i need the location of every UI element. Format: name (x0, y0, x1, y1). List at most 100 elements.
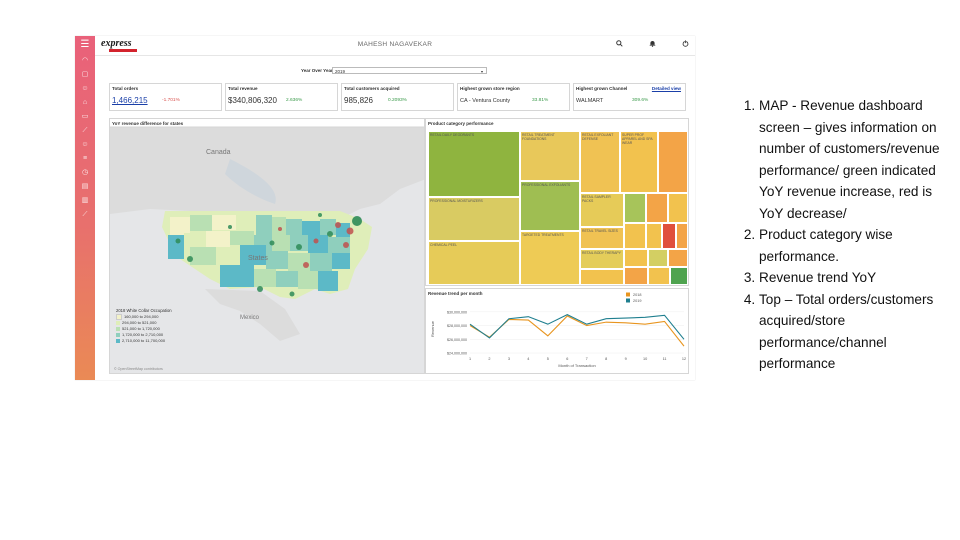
y-tick-label: $26,000,000 (447, 338, 467, 342)
treemap-cell[interactable] (668, 249, 688, 267)
search-icon[interactable] (616, 40, 623, 49)
treemap-cell[interactable]: TARGETED TREATMENTS (520, 231, 580, 285)
revenue-trend-chart[interactable]: $30,000,000 $28,000,000 $26,000,000 $24,000… (426, 289, 689, 374)
total-revenue-delta: 2.636% (286, 98, 303, 103)
note-item: Top – Total orders/customers acquired/st… (759, 289, 949, 375)
bell-icon[interactable] (649, 40, 656, 49)
kpi-total-orders: Total orders 1,466,215 -1.701% (109, 83, 222, 111)
treemap-cell[interactable]: PROFESSIONAL EXFOLIANTS (520, 181, 580, 231)
trend-title: Revenue trend per month (428, 291, 483, 296)
revenue-trend-panel: Revenue trend per month $30,000,000 $28,0… (425, 288, 689, 374)
treemap-cell[interactable]: RETAIL DAILY DEODRANTS (428, 131, 520, 197)
note-item: Revenue trend YoY (759, 267, 949, 289)
x-tick-label: 10 (643, 357, 647, 361)
kpi-row: Total orders 1,466,215 -1.701% Total rev… (109, 83, 689, 113)
logout-icon[interactable] (682, 40, 689, 49)
legend-label-2019: 2019 (633, 299, 641, 303)
map-bubbles (175, 213, 362, 297)
notes-list: MAP - Revenue dashboard screen – gives i… (733, 95, 949, 375)
map-label-mexico: Mexico (240, 315, 260, 321)
kpi-store-region: Highest grown store region CA - Ventura … (457, 83, 570, 111)
total-orders-value[interactable]: 1,466,215 (112, 96, 148, 105)
treemap-title: Product category performance (428, 121, 494, 126)
store-icon[interactable]: ⌂ (82, 99, 88, 106)
y-tick-label: $28,000,000 (447, 324, 467, 328)
treemap-cell[interactable] (624, 223, 646, 249)
legend-item: 2,710,000 to 11,700,000 (116, 338, 196, 344)
hamburger-icon[interactable]: ☰ (80, 39, 90, 50)
x-tick-label: 4 (527, 357, 529, 361)
store-region-value: CA - Ventura County (460, 98, 511, 104)
legend-item: 521,000 to 1,720,000 (116, 326, 196, 332)
gauge-icon[interactable]: ◠ (81, 57, 89, 64)
treemap-cell[interactable]: RETAIL SAMPLER PACKS (580, 193, 624, 227)
channel-value: WALMART (576, 98, 604, 104)
legend-item: 294,000 to 521,000 (116, 320, 196, 326)
treemap-cell[interactable] (670, 267, 688, 285)
chart-line-icon[interactable]: ⟋ (82, 127, 88, 134)
treemap-cell[interactable] (648, 249, 668, 267)
clipboard-icon[interactable]: ▢ (81, 71, 89, 78)
kpi-total-customers: Total customers acquired 985,826 0.2093% (341, 83, 454, 111)
sidebar: ☰ ◠ ▢ ☺ ⌂ ▭ ⟋ ☺ ≡ ◷ ▤ ▥ ⟋ (75, 36, 95, 380)
treemap-cell[interactable] (646, 223, 662, 249)
kpi-total-revenue: Total revenue $340,806,320 2.636% (225, 83, 338, 111)
treemap-cell[interactable]: RETAIL BODY THERAPY (580, 249, 624, 269)
treemap-cell[interactable]: RETAIL TREATMENT FOUNDATIONS (520, 131, 580, 181)
treemap-cell[interactable]: RETAIL TRAVEL SIZES (580, 227, 624, 249)
treemap-cell[interactable] (624, 249, 648, 267)
year-select[interactable]: 2019 ▾ (332, 67, 487, 74)
legend-swatch-2018 (626, 292, 630, 297)
treemap[interactable]: RETAIL DAILY DEODRANTS RETAIL TREATMENT … (428, 131, 688, 285)
user-icon[interactable]: ☺ (81, 141, 89, 148)
total-customers-delta: 0.2093% (388, 98, 407, 103)
map-credit: © OpenStreetMap contributors (114, 367, 163, 371)
channel-delta: 309.6% (632, 98, 649, 103)
card-icon[interactable]: ▭ (81, 113, 89, 120)
treemap-cell[interactable] (624, 267, 648, 285)
treemap-cell[interactable] (676, 223, 688, 249)
report-icon[interactable]: ▥ (81, 197, 89, 204)
treemap-cell[interactable] (658, 131, 688, 193)
store-region-delta: 33.81% (532, 98, 549, 103)
treemap-cell[interactable] (648, 267, 670, 285)
treemap-cell[interactable]: SUPER PROF APPAREL AND SPA WEAR (620, 131, 658, 193)
legend-label-2018: 2018 (633, 293, 641, 297)
product-category-panel: Product category performance RETAIL DAIL… (425, 118, 689, 286)
user-name: MAHESH NAGAVEKAR (357, 41, 433, 48)
user-icon[interactable]: ☺ (81, 85, 89, 92)
x-tick-label: 8 (605, 357, 607, 361)
y-axis-label: Revenue (430, 320, 435, 337)
year-filter: Year Over Year 2019 ▾ (75, 67, 695, 77)
x-tick-label: 1 (469, 357, 471, 361)
map-canvas[interactable] (110, 119, 425, 374)
legend-item: 160,000 to 294,000 (116, 314, 196, 320)
express-logo[interactable]: express (101, 39, 149, 52)
total-revenue-value: $340,806,320 (228, 96, 277, 105)
note-item: Product category wise performance. (759, 224, 949, 267)
kpi-channel: Highest grown Channel Detailed view WALM… (573, 83, 686, 111)
map-label-states: States (248, 255, 268, 262)
x-tick-label: 2 (488, 357, 490, 361)
clock-icon[interactable]: ◷ (81, 169, 89, 176)
map-label-canada: Canada (206, 149, 231, 156)
legend-item: 1,720,000 to 2,710,000 (116, 332, 196, 338)
document-icon[interactable]: ▤ (81, 183, 89, 190)
trend-icon[interactable]: ⟋ (82, 211, 88, 218)
treemap-cell[interactable] (662, 223, 676, 249)
treemap-cell[interactable] (646, 193, 668, 223)
treemap-cell[interactable] (580, 269, 624, 285)
x-tick-label: 12 (682, 357, 686, 361)
detailed-view-link[interactable]: Detailed view (651, 86, 681, 91)
treemap-cell[interactable]: CHEMICAL PEEL (428, 241, 520, 285)
series-line-2018 (469, 315, 685, 347)
treemap-cell[interactable] (668, 193, 688, 223)
filter-label: Year Over Year (301, 68, 333, 73)
y-tick-label: $30,000,000 (447, 310, 467, 314)
treemap-cell[interactable] (624, 193, 646, 223)
x-tick-label: 9 (625, 357, 627, 361)
list-icon[interactable]: ≡ (82, 155, 88, 162)
treemap-cell[interactable]: RETAIL EXFOLIANT DEFENSE (580, 131, 620, 193)
x-tick-label: 3 (508, 357, 510, 361)
treemap-cell[interactable]: PROFESSIONAL MOISTURIZERS (428, 197, 520, 241)
